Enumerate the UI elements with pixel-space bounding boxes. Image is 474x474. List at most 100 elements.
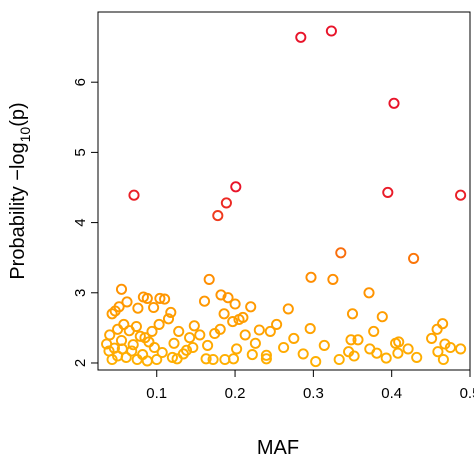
- data-point: [335, 247, 347, 259]
- data-point: [187, 341, 199, 354]
- data-point: [237, 311, 249, 323]
- data-point: [120, 351, 132, 363]
- data-point: [220, 197, 232, 209]
- data-point: [282, 303, 294, 315]
- data-point: [115, 283, 128, 295]
- y-axis-title: Probability −log10(p): [7, 102, 33, 279]
- data-point: [148, 341, 160, 354]
- data-point: [128, 189, 140, 201]
- data-point: [166, 351, 178, 363]
- y-tick-label: 6: [72, 78, 89, 86]
- data-point: [141, 292, 153, 304]
- y-axis-title-main: Probability −log: [7, 142, 29, 279]
- data-point: [297, 348, 309, 360]
- data-point: [188, 320, 200, 332]
- data-point: [121, 296, 133, 308]
- data-point: [437, 318, 449, 330]
- y-tick-label: 3: [72, 289, 89, 297]
- data-point: [222, 292, 234, 304]
- data-point: [432, 346, 444, 358]
- x-tick-label: 0.3: [303, 385, 324, 402]
- data-point: [431, 323, 443, 335]
- data-point: [230, 181, 242, 193]
- data-point: [310, 356, 322, 368]
- data-point: [168, 337, 180, 349]
- data-point: [202, 339, 214, 351]
- data-point: [363, 287, 375, 299]
- data-point: [376, 311, 388, 323]
- points-layer: [101, 25, 467, 368]
- data-point: [165, 306, 177, 318]
- data-point: [112, 323, 124, 335]
- y-tick-label: 5: [72, 148, 89, 156]
- data-point: [106, 353, 118, 366]
- data-point: [108, 342, 120, 354]
- data-point: [153, 318, 165, 330]
- plot-frame: [97, 11, 471, 371]
- y-tick-label: 4: [72, 218, 89, 226]
- data-point: [154, 292, 166, 304]
- data-point: [304, 323, 316, 335]
- data-point: [171, 353, 183, 365]
- data-point: [156, 346, 168, 359]
- data-point: [437, 353, 449, 366]
- data-point: [118, 318, 130, 330]
- data-point: [146, 325, 158, 337]
- data-point: [371, 347, 383, 359]
- data-point: [271, 318, 283, 330]
- data-point: [346, 308, 359, 320]
- data-point: [278, 341, 290, 354]
- data-point: [104, 329, 116, 341]
- data-point: [408, 252, 420, 264]
- data-point: [444, 341, 456, 354]
- data-point: [184, 332, 196, 344]
- y-axis: 2 3 4 5 6: [72, 78, 98, 367]
- data-point: [390, 337, 402, 349]
- data-point: [246, 349, 258, 361]
- data-point: [207, 353, 219, 366]
- data-point: [212, 210, 224, 222]
- data-point: [231, 343, 243, 355]
- data-point: [325, 25, 337, 37]
- data-point: [253, 324, 265, 336]
- data-point: [288, 332, 300, 344]
- data-point: [148, 301, 160, 314]
- data-point: [115, 334, 128, 347]
- data-point: [402, 343, 414, 355]
- data-point: [134, 330, 146, 342]
- data-point: [455, 343, 467, 355]
- x-axis-title: MAF: [257, 437, 299, 459]
- data-point: [239, 329, 251, 341]
- data-point: [411, 351, 423, 363]
- x-axis: 0.1 0.2 0.3 0.4 0.5: [146, 370, 474, 402]
- data-point: [215, 289, 227, 301]
- data-point: [388, 97, 400, 109]
- data-point: [200, 353, 212, 365]
- data-point: [318, 339, 330, 351]
- x-tick-label: 0.1: [146, 385, 167, 402]
- data-point: [194, 329, 206, 341]
- data-point: [151, 353, 163, 366]
- data-point: [260, 353, 272, 365]
- x-tick-label: 0.5: [460, 385, 474, 402]
- data-point: [132, 302, 144, 314]
- x-tick-label: 0.2: [225, 385, 246, 402]
- data-point: [198, 295, 211, 307]
- data-point: [143, 336, 155, 348]
- data-point: [249, 337, 261, 349]
- data-point: [227, 316, 239, 328]
- data-point: [426, 332, 438, 344]
- y-axis-title-subscript: 10: [17, 127, 33, 143]
- data-point: [141, 355, 153, 367]
- data-point: [305, 271, 317, 283]
- data-point: [455, 189, 467, 201]
- data-point: [173, 325, 185, 337]
- data-point: [218, 308, 230, 320]
- data-point: [227, 353, 240, 365]
- data-point: [380, 352, 392, 364]
- data-point: [264, 325, 276, 337]
- y-axis-title-rest: (p): [7, 102, 29, 126]
- data-point: [123, 325, 135, 337]
- data-point: [159, 293, 171, 305]
